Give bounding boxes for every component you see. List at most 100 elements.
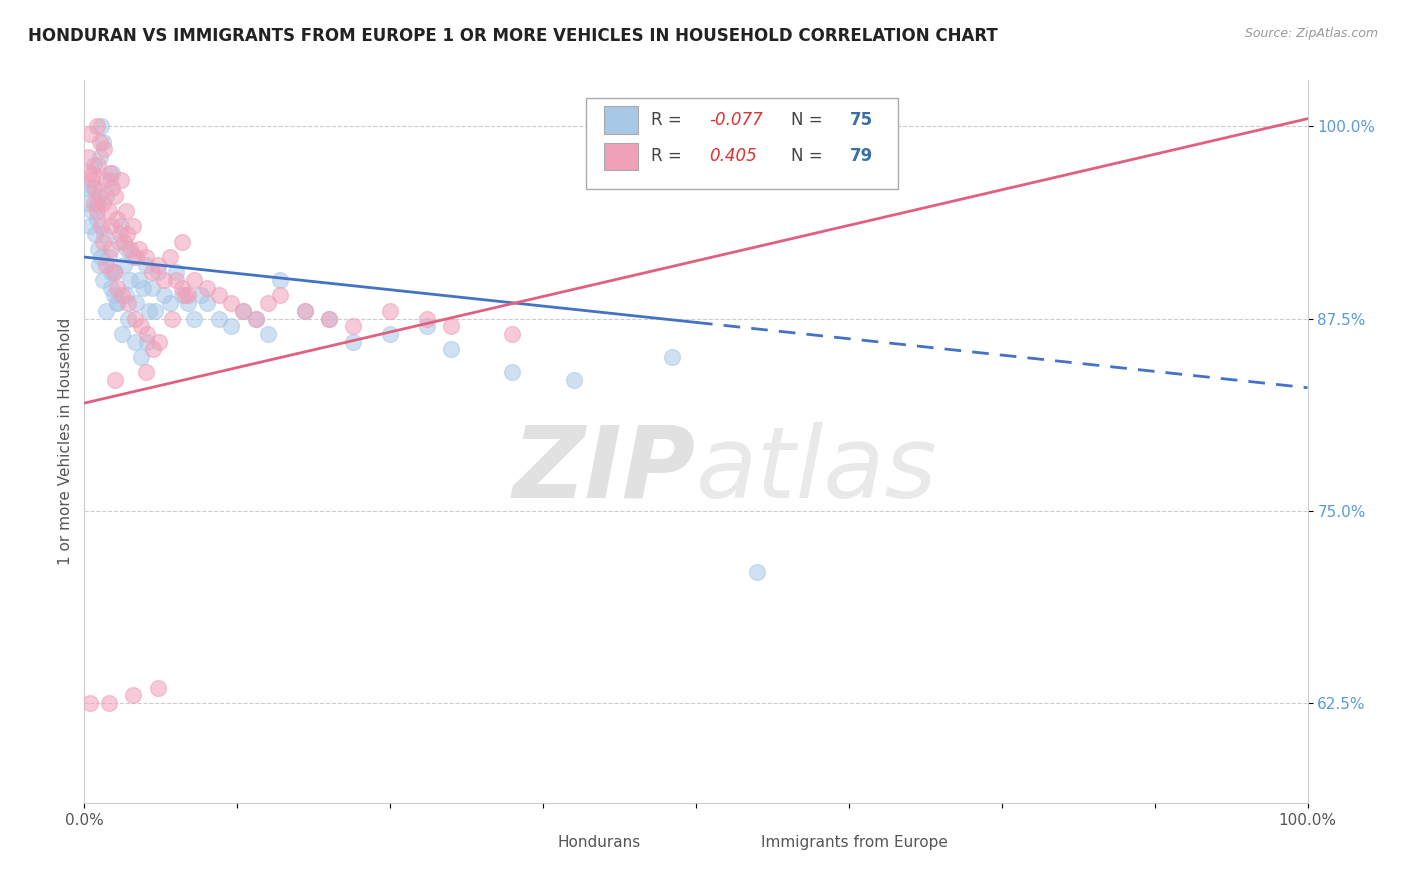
Point <box>97 696 120 710</box>
Point <box>111 288 134 302</box>
FancyBboxPatch shape <box>586 98 898 189</box>
Text: -0.077: -0.077 <box>710 111 763 128</box>
Point <box>195 296 218 310</box>
Point <box>294 304 316 318</box>
Point <box>172 288 194 302</box>
Point <box>89 150 111 164</box>
Point <box>117 311 139 326</box>
Point <box>104 265 127 279</box>
Point <box>219 319 242 334</box>
Text: 75: 75 <box>851 111 873 128</box>
Point <box>91 135 114 149</box>
Point <box>129 350 152 364</box>
Point <box>269 273 291 287</box>
Point <box>94 304 117 318</box>
Point <box>135 365 157 379</box>
Point <box>82 165 104 179</box>
Point <box>90 120 112 134</box>
Point <box>93 143 115 157</box>
Point <box>83 196 105 211</box>
Text: R =: R = <box>651 147 692 165</box>
Point <box>245 311 267 326</box>
Point <box>83 158 105 172</box>
Y-axis label: 1 or more Vehicles in Household: 1 or more Vehicles in Household <box>58 318 73 566</box>
Point <box>80 173 103 187</box>
Point <box>97 250 120 264</box>
Point <box>90 250 112 264</box>
Point <box>162 311 184 326</box>
Point <box>148 334 170 349</box>
Point <box>100 281 122 295</box>
Point <box>100 243 122 257</box>
Point <box>84 227 107 241</box>
Point <box>257 326 280 341</box>
Point <box>141 281 163 295</box>
Point <box>112 235 135 249</box>
Point <box>165 273 187 287</box>
Point <box>125 250 148 264</box>
Point <box>173 288 195 302</box>
Point <box>380 326 402 341</box>
Point <box>77 196 100 211</box>
Point <box>86 120 108 134</box>
Point <box>342 334 364 349</box>
Point <box>661 350 683 364</box>
Bar <box>605 143 638 170</box>
Point <box>122 250 145 264</box>
Point <box>747 565 769 579</box>
Point <box>124 334 146 349</box>
Point <box>416 311 439 326</box>
Point <box>105 281 128 295</box>
Point <box>77 181 100 195</box>
Point <box>84 181 107 195</box>
Point <box>118 243 141 257</box>
Point <box>208 288 231 302</box>
Point <box>129 319 152 334</box>
Point <box>502 365 524 379</box>
Point <box>232 304 254 318</box>
Point <box>172 235 194 249</box>
Point <box>79 696 101 710</box>
Point <box>416 319 439 334</box>
Point <box>128 273 150 287</box>
Point <box>82 181 104 195</box>
Point <box>294 304 316 318</box>
Point <box>122 688 145 702</box>
Point <box>177 296 200 310</box>
Point <box>91 196 114 211</box>
Point <box>90 219 112 234</box>
Point <box>232 304 254 318</box>
Point <box>115 203 138 218</box>
Point <box>104 373 127 387</box>
Point <box>172 281 194 295</box>
Point <box>91 273 114 287</box>
Point <box>125 296 148 310</box>
Point <box>110 219 132 234</box>
Point <box>79 127 101 141</box>
Point <box>104 188 127 202</box>
Point <box>101 181 124 195</box>
Point <box>93 227 115 241</box>
Point <box>103 288 125 302</box>
Point <box>562 373 585 387</box>
Point <box>138 304 160 318</box>
Point <box>165 265 187 279</box>
Point <box>118 273 141 287</box>
Point <box>135 258 157 272</box>
Point <box>107 235 129 249</box>
Point <box>245 311 267 326</box>
Point <box>146 681 169 695</box>
Point <box>98 173 121 187</box>
Point <box>142 343 165 357</box>
Point <box>87 188 110 202</box>
Point <box>219 296 242 310</box>
Point <box>318 311 340 326</box>
Point <box>86 196 108 211</box>
Point <box>153 273 176 287</box>
Point <box>100 219 122 234</box>
Point <box>146 258 169 272</box>
Text: R =: R = <box>651 111 686 128</box>
Point <box>124 311 146 326</box>
Point <box>91 235 114 249</box>
Point <box>117 296 139 310</box>
